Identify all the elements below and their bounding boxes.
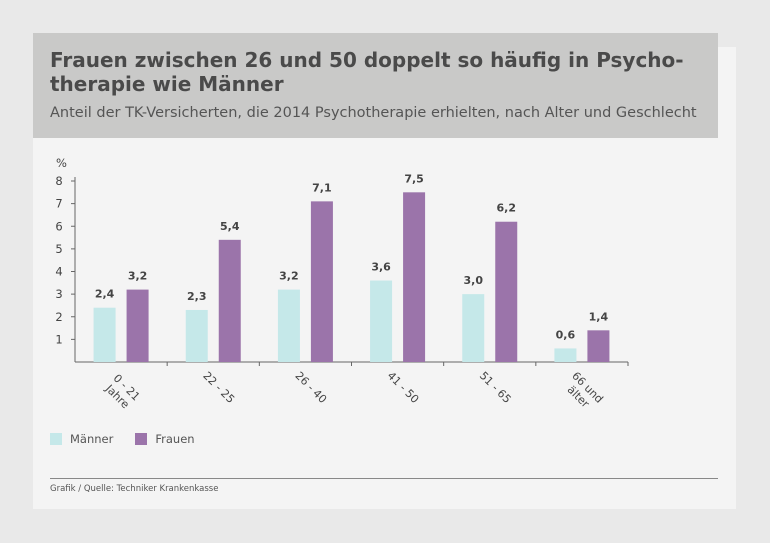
- bar-frauen-1: [218, 239, 241, 362]
- legend-item-frauen: Frauen: [135, 432, 195, 446]
- data-label: 7,5: [404, 172, 424, 185]
- data-label: 3,6: [371, 261, 391, 274]
- header-band: [33, 33, 718, 138]
- x-tick-label: 0 - 21Jahre: [101, 372, 142, 413]
- legend-label-frauen: Frauen: [155, 432, 195, 446]
- y-tick-label: 8: [55, 174, 62, 188]
- y-tick-label: 2: [55, 310, 62, 324]
- x-tick-label-line: 22 - 25: [200, 369, 237, 406]
- bar-maenner-4: [462, 294, 485, 362]
- data-label: 2,3: [187, 290, 207, 303]
- y-tick-label: 3: [55, 287, 62, 301]
- y-tick-label: 1: [55, 332, 62, 346]
- x-tick-label: 66 undälter: [560, 369, 606, 415]
- legend: Männer Frauen: [50, 431, 217, 447]
- y-tick-label: 7: [55, 197, 62, 211]
- source-note: Grafik / Quelle: Techniker Krankenkasse: [50, 484, 219, 494]
- divider: [50, 478, 718, 479]
- y-tick-label: 4: [55, 265, 62, 279]
- bar-frauen-5: [587, 330, 610, 362]
- data-label: 3,2: [128, 270, 148, 283]
- data-label: 6,2: [497, 202, 517, 215]
- x-tick-label-line: 41 - 50: [385, 369, 422, 406]
- legend-label-maenner: Männer: [70, 432, 114, 446]
- data-label: 3,0: [464, 274, 484, 287]
- x-tick-label-line: 26 - 40: [293, 369, 330, 406]
- y-axis-unit: %: [56, 156, 67, 170]
- legend-item-maenner: Männer: [50, 432, 113, 446]
- bar-frauen-0: [126, 289, 149, 362]
- y-tick-label: 5: [55, 242, 62, 256]
- data-label: 1,4: [589, 310, 609, 323]
- bar-maenner-5: [554, 348, 577, 362]
- bar-frauen-2: [310, 201, 333, 362]
- x-tick-label: 41 - 50: [385, 369, 422, 406]
- y-tick-label: 6: [55, 219, 62, 233]
- data-label: 2,4: [95, 288, 115, 301]
- bar-maenner-0: [93, 307, 116, 362]
- x-tick-label: 22 - 25: [200, 369, 237, 406]
- chart-title: Frauen zwischen 26 und 50 doppelt so häu…: [50, 48, 684, 96]
- x-tick-label-line: 51 - 65: [477, 369, 514, 406]
- data-label: 5,4: [220, 220, 240, 233]
- bar-frauen-4: [495, 221, 518, 362]
- x-tick-label: 26 - 40: [293, 369, 330, 406]
- bar-maenner-1: [185, 309, 208, 362]
- data-label: 0,6: [556, 328, 576, 341]
- bar-maenner-3: [370, 280, 393, 362]
- data-label: 3,2: [279, 270, 299, 283]
- data-label: 7,1: [312, 181, 332, 194]
- legend-swatch-maenner: [50, 433, 62, 445]
- legend-swatch-frauen: [135, 433, 148, 445]
- bar-maenner-2: [277, 289, 300, 362]
- bar-frauen-3: [403, 192, 426, 362]
- chart-subtitle: Anteil der TK-Versicherten, die 2014 Psy…: [50, 105, 697, 121]
- x-tick-label: 51 - 65: [477, 369, 514, 406]
